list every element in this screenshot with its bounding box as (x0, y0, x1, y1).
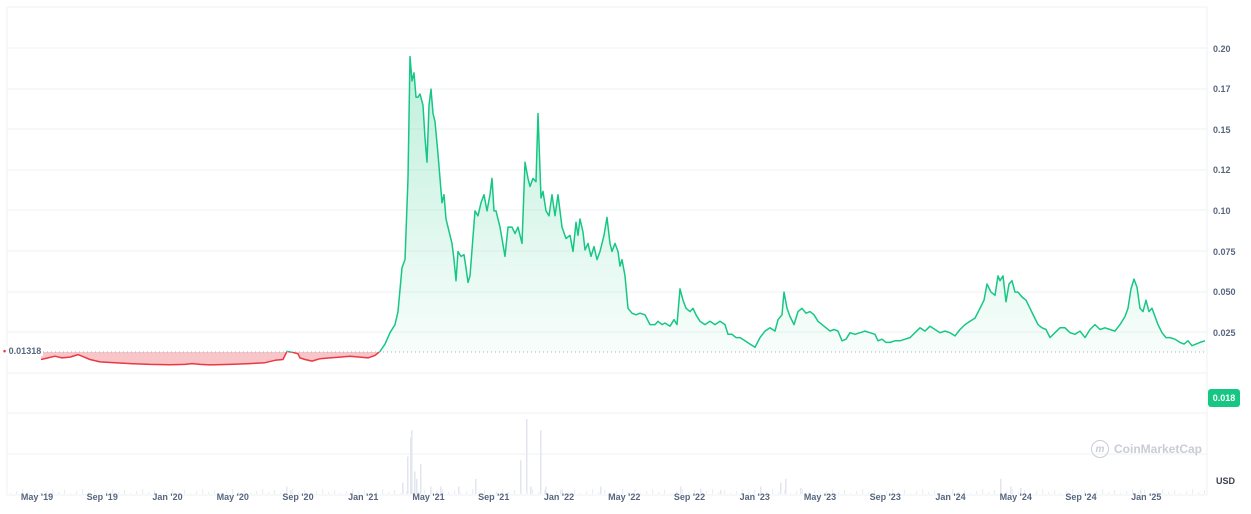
x-axis-label: Jan '24 (935, 492, 966, 502)
x-axis-label: Jan '20 (152, 492, 183, 502)
x-axis-label: Jan '21 (348, 492, 379, 502)
x-axis-label: May '23 (803, 492, 837, 502)
x-axis-label: Sep '24 (1065, 492, 1097, 502)
coinmarketcap-logo-icon: m (1091, 440, 1109, 458)
x-axis-label: May '22 (608, 492, 641, 502)
plot-border (6, 6, 1208, 496)
x-axis-label: Sep '19 (86, 492, 118, 502)
baseline-value: 0.01318 (8, 346, 42, 356)
current-price-badge: 0.018 (1208, 389, 1240, 407)
x-axis-label: May '20 (216, 492, 249, 502)
y-axis-label: 0.20 (1213, 43, 1231, 54)
x-axis-label: May '24 (999, 492, 1032, 502)
y-axis-label: 0.025 (1213, 327, 1236, 338)
x-axis-label: May '19 (20, 492, 54, 502)
watermark: m CoinMarketCap (1091, 440, 1202, 458)
x-axis-label: Jan '25 (1131, 492, 1162, 502)
y-axis-label: 0.15 (1213, 124, 1231, 135)
baseline-dot-icon: • (3, 346, 7, 356)
y-axis-label: 0.12 (1213, 165, 1231, 176)
watermark-text: CoinMarketCap (1114, 442, 1203, 456)
x-axis-label: May '21 (412, 492, 445, 502)
x-axis-label: Jan '23 (739, 492, 770, 502)
currency-label: USD (1216, 476, 1236, 486)
x-axis-label: Jan '22 (543, 492, 575, 502)
price-area (40, 55, 1206, 366)
x-axis-label: Sep '20 (282, 492, 314, 502)
x-axis-label: Sep '23 (869, 492, 901, 502)
y-axis-label: 0.075 (1213, 246, 1236, 257)
x-axis-label: Sep '21 (478, 492, 510, 502)
x-axis-label: Sep '22 (673, 492, 706, 502)
y-axis-label: 0.17 (1213, 84, 1231, 95)
baseline-price-label: • 0.01318 (3, 346, 44, 356)
y-axis-label: 0.10 (1213, 205, 1231, 216)
volume-bars (10, 419, 1206, 494)
y-axis-label: 0.050 (1213, 287, 1236, 298)
price-line-up (285, 55, 1206, 352)
